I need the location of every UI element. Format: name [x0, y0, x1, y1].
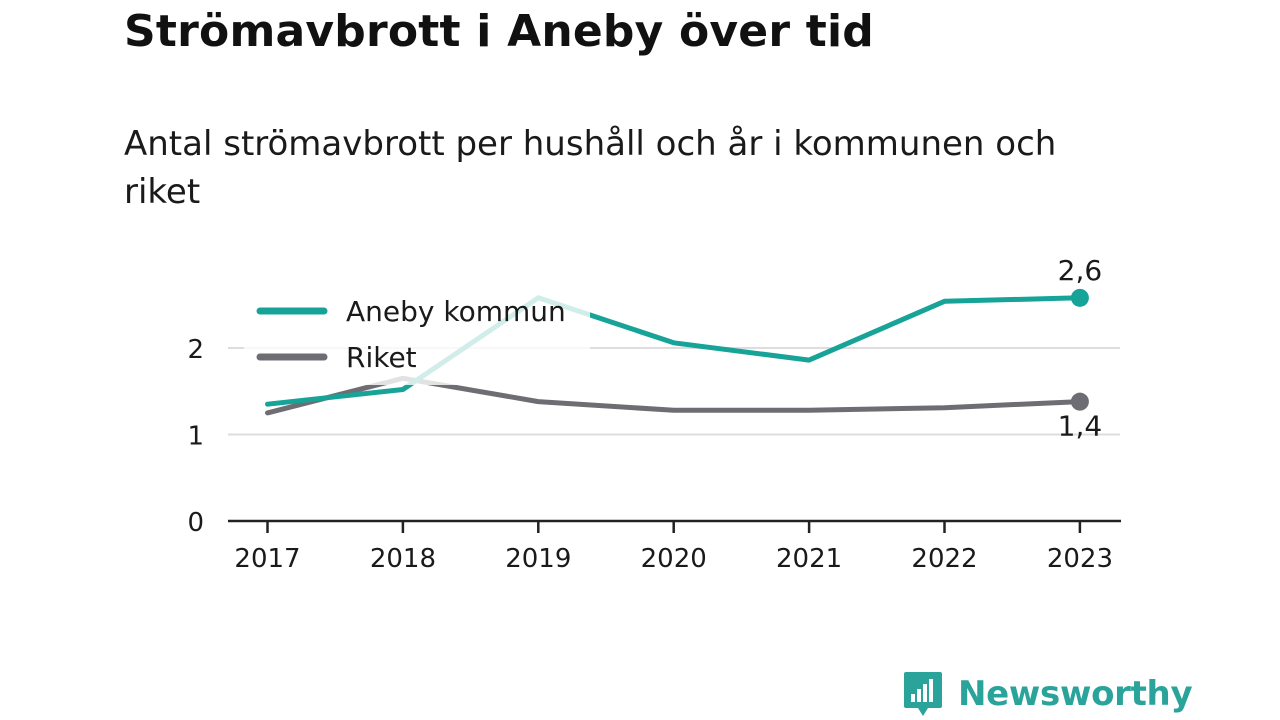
brand-name: Newsworthy — [958, 674, 1193, 714]
chart-title: Strömavbrott i Aneby över tid — [124, 6, 874, 57]
end-marker — [1070, 288, 1089, 307]
x-tick-label: 2021 — [776, 544, 842, 574]
line-chart: 0 1 2 2017 2018 2019 2020 2021 2022 2023 Aneby kom… — [187, 254, 1121, 574]
newsworthy-logo-icon — [904, 672, 942, 716]
series-line-aneby-kommun — [265, 295, 1083, 407]
legend-label: Aneby kommun — [346, 295, 566, 328]
x-tick-label: 2019 — [505, 544, 571, 574]
legend-background — [244, 285, 590, 385]
x-tick-label: 2018 — [370, 544, 436, 574]
data-label: 1,4 — [1058, 410, 1103, 443]
x-tick-label: 2023 — [1047, 544, 1113, 574]
x-tick-label: 2017 — [234, 544, 300, 574]
legend-label: Riket — [346, 341, 417, 374]
data-label: 2,6 — [1058, 254, 1103, 287]
chart-subtitle: Antal strömavbrott per hushåll och år i … — [124, 124, 1057, 212]
x-tick-label: 2020 — [641, 544, 707, 574]
x-tick-label: 2022 — [911, 544, 977, 574]
end-marker — [1070, 392, 1089, 411]
y-tick-label: 1 — [187, 422, 204, 452]
y-tick-label: 2 — [187, 335, 204, 365]
y-tick-label: 0 — [187, 508, 204, 538]
brand-logo[interactable]: Newsworthy — [902, 668, 1193, 720]
